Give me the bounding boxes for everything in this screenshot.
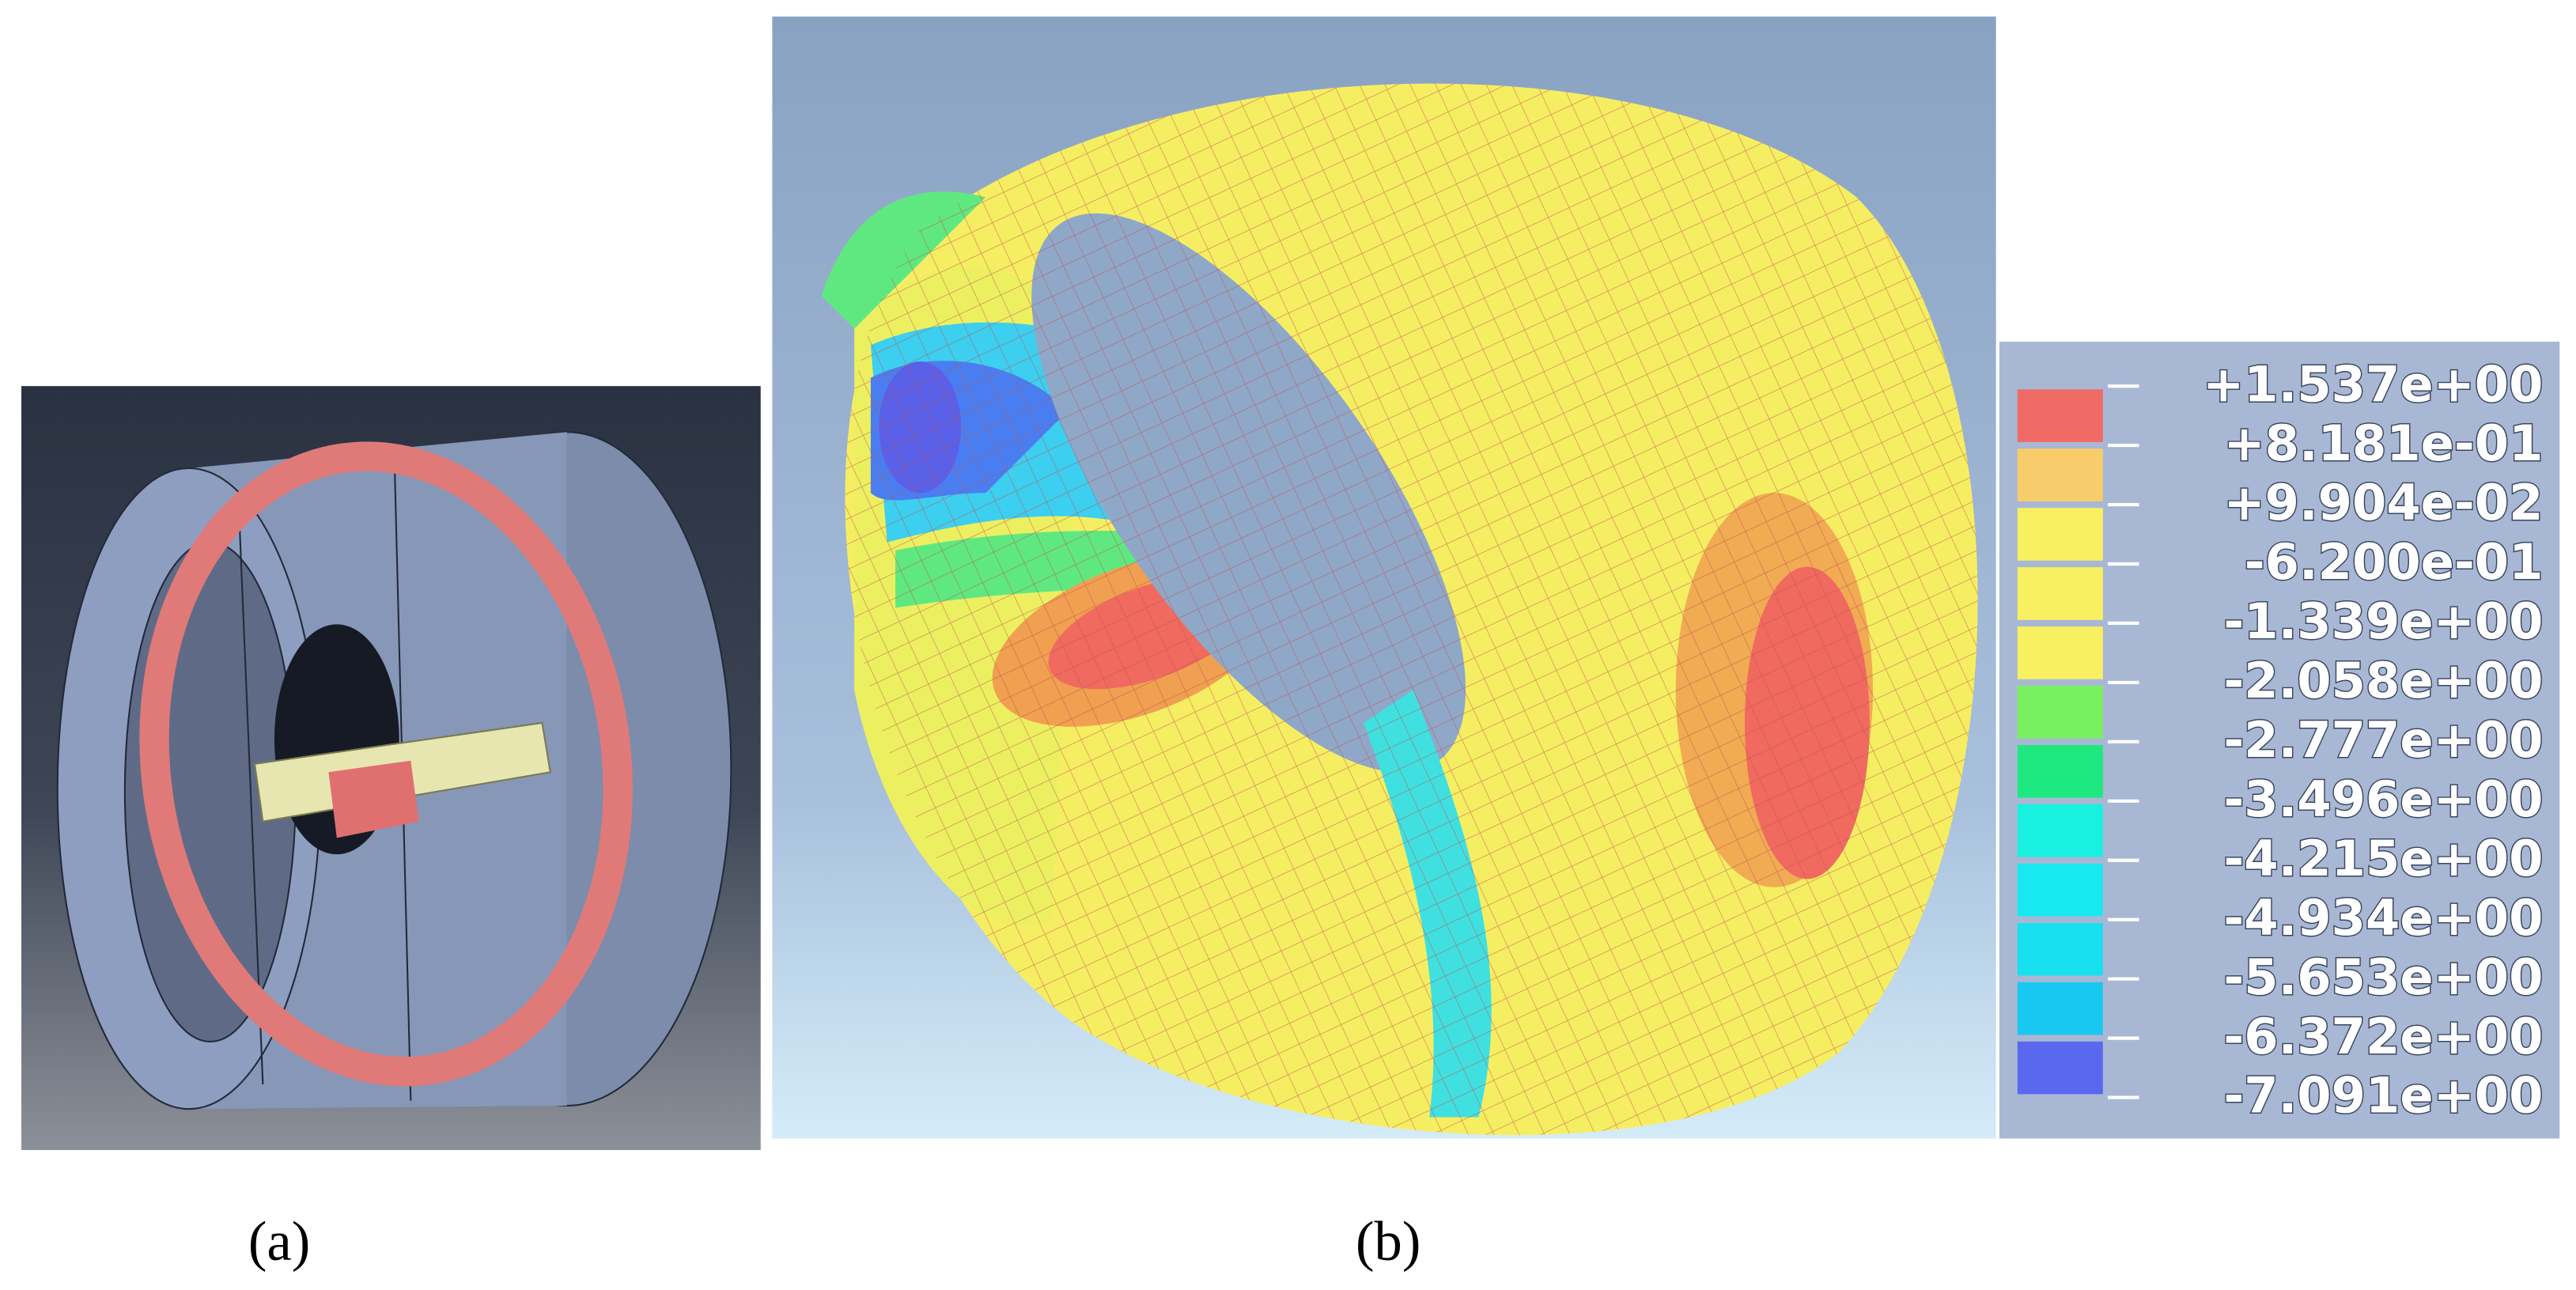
legend-color-box: [2017, 686, 2103, 739]
legend-color-box: [2017, 863, 2103, 917]
legend-label: -4.934e+00: [2223, 889, 2543, 947]
panel-a-image: [21, 386, 761, 1151]
legend-label: -5.653e+00: [2223, 948, 2543, 1006]
panel-b-image: [772, 16, 1996, 1139]
legend-label: -4.215e+00: [2223, 830, 2543, 887]
legend-label: -3.496e+00: [2223, 770, 2543, 828]
caption-a: (a): [248, 1211, 310, 1273]
legend-label: -1.339e+00: [2223, 592, 2543, 650]
legend-color-box: [2017, 922, 2103, 976]
legend-label: -6.200e-01: [2245, 533, 2544, 591]
figure-content: +1.537e+00+8.181e-01+9.904e-02-6.200e-01…: [21, 16, 2560, 1273]
legend-color-box: [2017, 626, 2103, 679]
caption-b: (b): [1356, 1211, 1420, 1273]
legend-color-box: [2017, 567, 2103, 620]
legend-label: -2.777e+00: [2223, 711, 2543, 769]
legend-label: +9.904e-02: [2223, 474, 2543, 532]
legend-color-box: [2017, 1041, 2103, 1095]
legend-color-box: [2017, 982, 2103, 1035]
legend-color-box: [2017, 804, 2103, 857]
legend-color-box: [2017, 448, 2103, 501]
legend-label: +1.537e+00: [2203, 355, 2543, 413]
legend-label: -6.372e+00: [2223, 1008, 2543, 1065]
legend-label: -7.091e+00: [2223, 1067, 2543, 1125]
legend-color-box: [2017, 389, 2103, 442]
legend-color-box: [2017, 508, 2103, 561]
legend: +1.537e+00+8.181e-01+9.904e-02-6.200e-01…: [1999, 342, 2560, 1139]
legend-label: -2.058e+00: [2223, 652, 2543, 709]
legend-label: +8.181e-01: [2223, 414, 2543, 472]
legend-color-box: [2017, 745, 2103, 798]
